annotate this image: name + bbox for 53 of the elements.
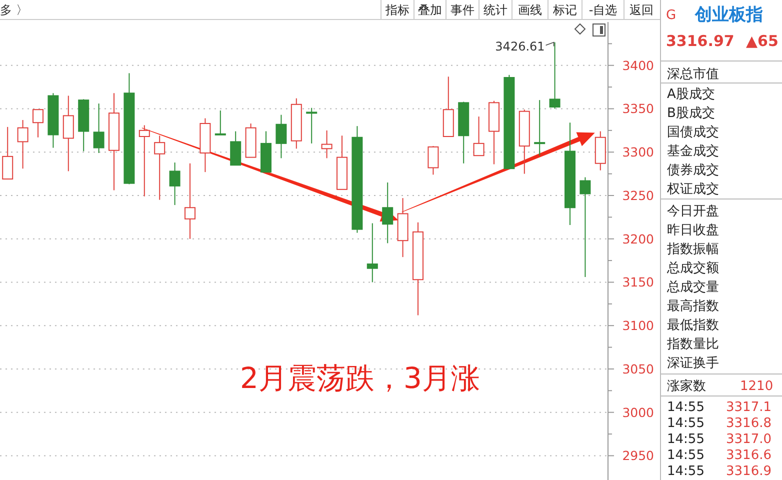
- text: 画线: [518, 3, 542, 17]
- text: 创业板指: [694, 5, 763, 25]
- y-tick-label: 3100: [622, 318, 654, 334]
- text: 多 〉: [0, 3, 28, 17]
- text: 3316.8: [726, 416, 772, 431]
- text: ▲65: [746, 32, 778, 50]
- y-tick-label: 3400: [622, 58, 654, 73]
- text: 3316.9: [726, 464, 772, 479]
- text: 深总市值: [667, 67, 719, 82]
- y-tick-label: 3350: [622, 101, 654, 116]
- text: 最高指数: [667, 298, 719, 314]
- text: 14:55: [667, 432, 704, 447]
- text: 14:55: [667, 400, 704, 415]
- text: G: [666, 8, 676, 23]
- y-tick-label: 2950: [622, 448, 654, 464]
- annotation: 3426.61: [495, 39, 545, 54]
- text: 指标: [384, 3, 410, 17]
- text: 事件: [450, 3, 474, 17]
- text: 3317.0: [726, 432, 772, 447]
- y-tick-label: 3000: [622, 404, 654, 420]
- text: 1210: [740, 379, 774, 394]
- y-tick-label: 3050: [622, 361, 654, 376]
- text: 3317.1: [726, 400, 772, 415]
- text: 3316.97: [666, 32, 734, 50]
- text: 总成交额: [666, 260, 719, 276]
- text: 基金成交: [667, 143, 719, 159]
- text: 昨日收盘: [667, 223, 719, 238]
- text: 3316.6: [726, 448, 772, 463]
- text: 指数量比: [666, 337, 719, 352]
- y-tick-label: 3300: [622, 144, 654, 160]
- y-tick-label: 3200: [622, 231, 654, 246]
- text: B股成交: [667, 105, 715, 121]
- text: 叠加: [418, 3, 442, 17]
- text: 14:55: [667, 448, 704, 463]
- text: 今日开盘: [667, 204, 719, 219]
- text: 总成交量: [666, 279, 719, 295]
- annotation: 2月震荡跌，3月涨: [240, 361, 480, 395]
- y-tick-label: 3250: [622, 188, 654, 203]
- text: 最低指数: [667, 318, 719, 333]
- text: 国债成交: [667, 124, 719, 140]
- text: A股成交: [667, 86, 715, 102]
- text: 深证换手: [667, 356, 719, 371]
- text: 14:55: [667, 464, 704, 479]
- text: 涨家数: [667, 378, 706, 394]
- text: -自选: [588, 3, 618, 17]
- text: 债券成交: [667, 162, 719, 178]
- text: 权证成交: [666, 181, 719, 197]
- y-tick-label: 3150: [622, 274, 654, 290]
- text: 14:55: [667, 416, 704, 431]
- text: 指数振幅: [666, 242, 719, 257]
- text: 返回: [630, 3, 654, 17]
- text: 统计: [484, 3, 508, 17]
- text: 标记: [552, 3, 577, 17]
